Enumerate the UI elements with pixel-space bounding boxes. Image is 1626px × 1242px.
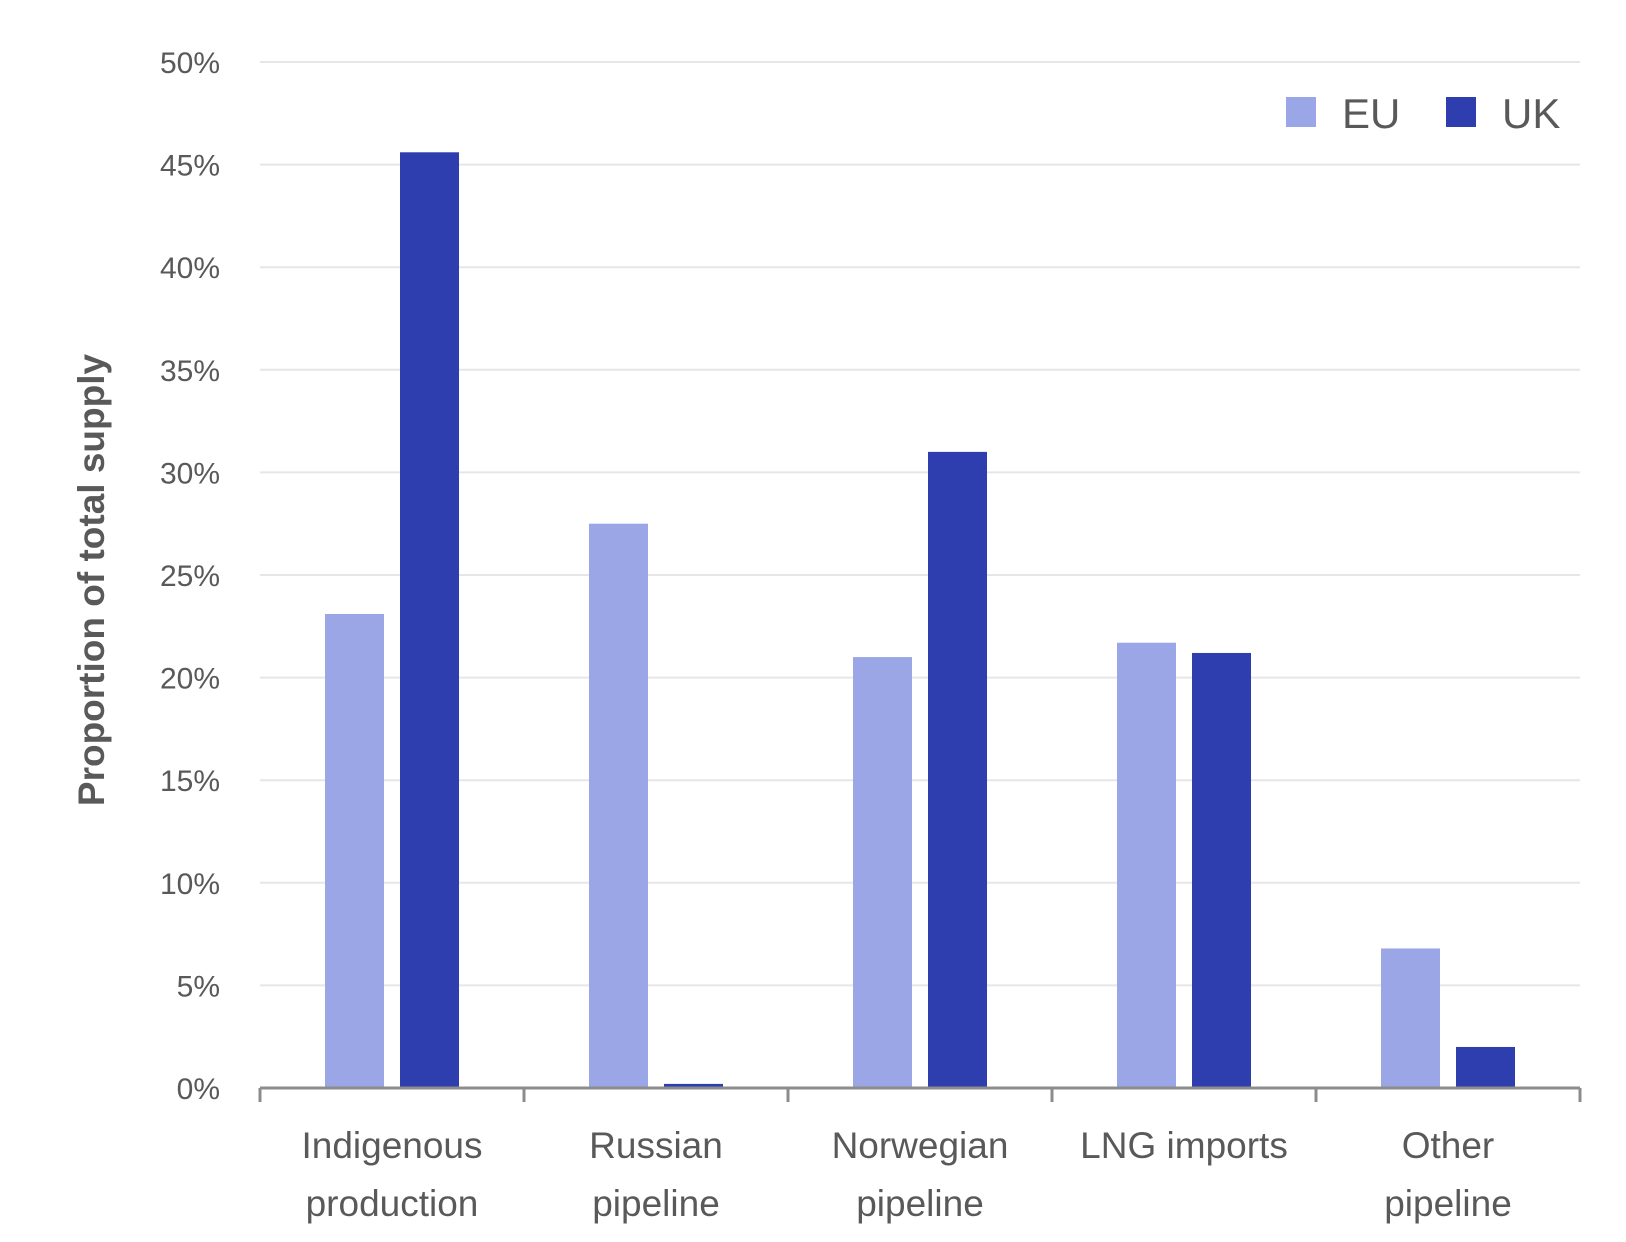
y-tick-label: 40% (160, 252, 220, 285)
bar-uk-2 (928, 451, 987, 1088)
x-category-label: Russian pipeline (589, 1125, 723, 1224)
y-axis-ticks: 0% 5% 10% 15% 20% 25% 30% 35% 40% 45% 50% (160, 47, 220, 1106)
y-tick-label: 45% (160, 150, 220, 183)
legend-label-uk: UK (1502, 90, 1560, 137)
x-category-label: Indigenous production (301, 1125, 482, 1224)
x-axis-categories: Indigenous production Russian pipeline Norwe… (301, 1125, 1511, 1224)
bar-eu-2 (853, 657, 912, 1088)
x-category-label: Norwegian pipeline (832, 1125, 1009, 1224)
bar-eu-1 (589, 523, 648, 1088)
legend-swatch-eu (1286, 97, 1316, 127)
y-tick-label: 50% (160, 47, 220, 80)
bars (325, 152, 1515, 1089)
y-tick-label: 20% (160, 663, 220, 696)
y-tick-label: 25% (160, 560, 220, 593)
y-tick-label: 5% (177, 970, 220, 1003)
bar-uk-1 (664, 1083, 723, 1088)
y-tick-label: 30% (160, 457, 220, 490)
y-tick-label: 15% (160, 765, 220, 798)
y-axis-label: Proportion of total supply (71, 353, 112, 806)
bar-uk-4 (1456, 1046, 1515, 1088)
bar-eu-4 (1381, 948, 1440, 1088)
legend-label-eu: EU (1342, 90, 1400, 137)
y-tick-label: 10% (160, 868, 220, 901)
x-category-label: Other pipeline (1384, 1125, 1512, 1224)
legend: EU UK (1286, 90, 1560, 137)
x-axis (258, 1086, 1582, 1102)
bar-eu-0 (325, 613, 384, 1088)
bar-uk-3 (1192, 652, 1251, 1088)
bar-eu-3 (1117, 642, 1176, 1088)
legend-swatch-uk (1446, 97, 1476, 127)
y-tick-label: 35% (160, 355, 220, 388)
gridlines (260, 61, 1580, 987)
bar-uk-0 (400, 152, 459, 1089)
y-tick-label: 0% (177, 1073, 220, 1106)
x-category-label: LNG imports (1080, 1125, 1288, 1166)
